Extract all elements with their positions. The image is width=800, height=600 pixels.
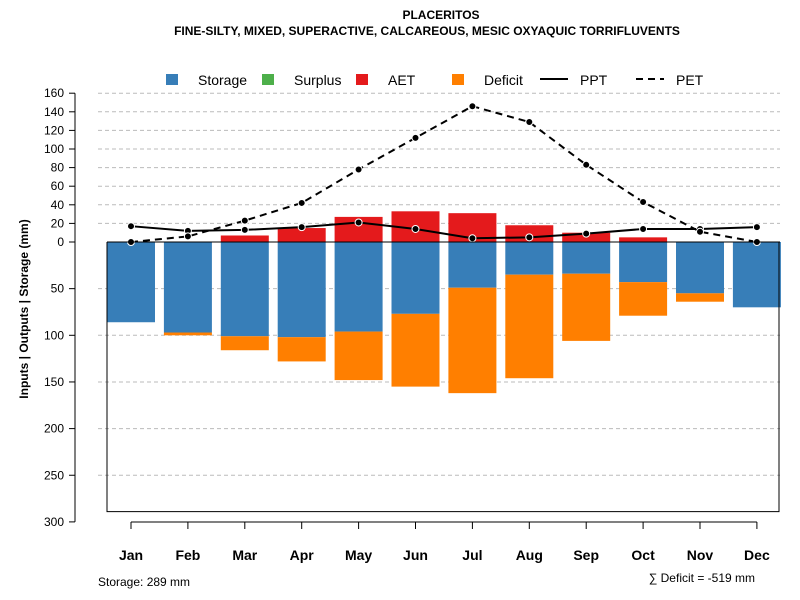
ppt-point xyxy=(752,223,761,232)
legend-label-ppt: PPT xyxy=(580,72,608,88)
y-tick-label: 50 xyxy=(51,282,65,296)
legend-swatch-aet xyxy=(356,74,368,85)
y-tick-label: 60 xyxy=(51,179,65,193)
x-tick-label: Oct xyxy=(631,547,655,563)
y-tick-label: 120 xyxy=(44,123,64,137)
lines xyxy=(127,102,761,246)
y-tick-label: 80 xyxy=(51,161,65,175)
y-tick-label: 160 xyxy=(44,86,64,100)
bars xyxy=(107,211,781,394)
pet-point xyxy=(582,160,591,169)
storage-bar xyxy=(619,242,668,283)
legend: Storage Surplus AET Deficit PPT PET xyxy=(166,72,704,88)
aet-bar xyxy=(619,237,668,242)
legend-label-aet: AET xyxy=(388,72,416,88)
x-tick-label: Nov xyxy=(687,547,714,563)
y-tick-label: 40 xyxy=(51,198,65,212)
ppt-point xyxy=(525,233,534,242)
ppt-point xyxy=(582,229,591,238)
pet-point xyxy=(354,165,363,174)
deficit-bar xyxy=(277,337,326,362)
storage-bar xyxy=(562,242,611,274)
ppt-line xyxy=(130,221,757,240)
y-tick-label: 0 xyxy=(57,235,64,249)
axes: 0 20 40 60 80 100 120 140 160 50 100 150 200 250 300 Ja… xyxy=(44,86,780,563)
pet-line xyxy=(130,105,758,243)
legend-label-deficit: Deficit xyxy=(484,72,523,88)
chart-title: PLACERITOS xyxy=(402,8,479,22)
y-axis-label: Inputs | Outputs | Storage (mm) xyxy=(17,219,31,398)
storage-bar xyxy=(676,242,724,294)
storage-bar xyxy=(334,242,383,332)
deficit-footer: ∑ Deficit = -519 mm xyxy=(649,571,755,585)
ppt-point xyxy=(639,224,648,233)
pet-point xyxy=(468,102,477,111)
y-tick-label: 140 xyxy=(44,105,64,119)
deficit-bar xyxy=(448,287,497,394)
deficit-bar xyxy=(391,313,440,387)
storage-capacity-frame xyxy=(106,242,780,513)
deficit-bar xyxy=(163,332,212,336)
pet-point xyxy=(525,118,534,127)
legend-label-pet: PET xyxy=(676,72,704,88)
y-tick-label: 100 xyxy=(44,328,64,342)
x-tick-label: Jul xyxy=(462,547,482,563)
pet-point xyxy=(696,227,704,236)
storage-bar xyxy=(505,242,554,275)
storage-footer: Storage: 289 mm xyxy=(98,575,190,589)
storage-bar xyxy=(448,242,497,288)
y-tick-label: 300 xyxy=(44,515,64,529)
aet-bar xyxy=(220,235,269,242)
deficit-bar xyxy=(619,282,668,316)
x-tick-label: Feb xyxy=(175,547,200,563)
x-tick-label: Mar xyxy=(232,547,257,563)
storage-bar xyxy=(220,242,269,337)
ppt-point xyxy=(240,225,249,234)
storage-bar xyxy=(732,242,781,308)
pet-point xyxy=(411,133,420,142)
legend-swatch-deficit xyxy=(452,74,464,85)
deficit-bar xyxy=(334,331,383,381)
x-tick-label: Jan xyxy=(119,547,143,563)
y-tick-label: 150 xyxy=(44,375,64,389)
legend-swatch-storage xyxy=(166,74,178,85)
pet-point xyxy=(639,198,648,207)
pet-point xyxy=(297,198,306,207)
x-tick-label: Dec xyxy=(744,547,770,563)
x-tick-label: Apr xyxy=(290,547,315,563)
legend-label-storage: Storage xyxy=(198,72,247,88)
ppt-point xyxy=(127,222,135,231)
storage-bar xyxy=(107,242,155,323)
y-tick-label: 200 xyxy=(44,422,64,436)
x-tick-label: May xyxy=(345,547,372,563)
legend-label-surplus: Surplus xyxy=(294,72,341,88)
storage-bar xyxy=(277,242,326,338)
ppt-point xyxy=(468,234,477,243)
deficit-bar xyxy=(676,293,724,302)
x-tick-label: Sep xyxy=(573,547,599,563)
storage-bar xyxy=(163,242,212,333)
deficit-bar xyxy=(562,273,611,341)
y-tick-label: 250 xyxy=(44,468,64,482)
y-tick-label: 20 xyxy=(51,216,65,230)
aet-bar xyxy=(277,228,326,242)
ppt-point xyxy=(354,218,363,227)
legend-swatch-surplus xyxy=(262,74,274,85)
x-tick-label: Aug xyxy=(516,547,543,563)
y-tick-label: 100 xyxy=(44,142,64,156)
ppt-point xyxy=(297,223,306,232)
chart-subtitle: FINE-SILTY, MIXED, SUPERACTIVE, CALCAREO… xyxy=(174,24,680,38)
pet-point xyxy=(240,216,249,225)
ppt-point xyxy=(411,224,420,233)
x-tick-label: Jun xyxy=(403,547,428,563)
storage-bar xyxy=(391,242,440,314)
deficit-bar xyxy=(505,274,554,379)
deficit-bar xyxy=(220,336,269,351)
pet-point xyxy=(183,232,192,241)
